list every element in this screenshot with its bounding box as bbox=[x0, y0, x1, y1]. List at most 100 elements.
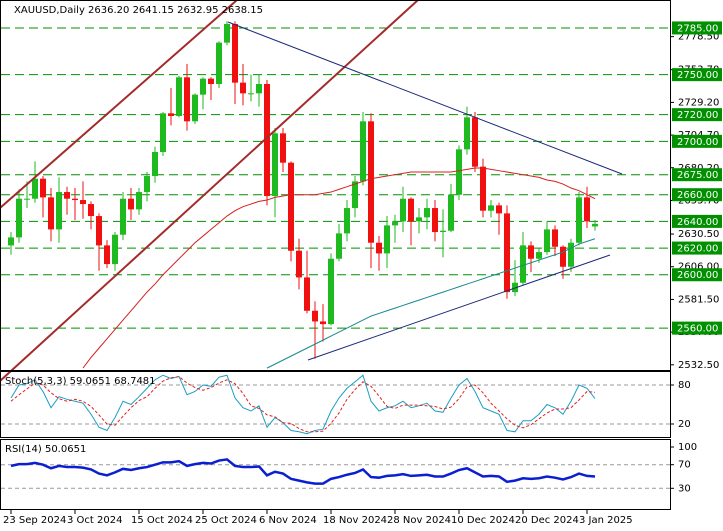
main-frame bbox=[0, 0, 671, 371]
price-level-label: 2720.00 bbox=[677, 110, 718, 121]
candle-body bbox=[136, 192, 142, 210]
x-tick-label: 20 Dec 2024 bbox=[515, 515, 579, 526]
candle-body bbox=[336, 233, 342, 259]
candle-body bbox=[264, 83, 270, 197]
candle-body bbox=[576, 197, 582, 243]
rsi-title: RSI(14) 50.0651 bbox=[5, 444, 86, 455]
candle-body bbox=[96, 216, 102, 246]
candle-body bbox=[432, 208, 438, 233]
main-title: XAUUSD,Daily 2636.20 2641.15 2632.95 263… bbox=[14, 5, 263, 16]
candle-body bbox=[168, 113, 174, 116]
price-level-label: 2675.00 bbox=[677, 170, 718, 181]
price-level-label: 2660.00 bbox=[677, 190, 718, 201]
candle-body bbox=[464, 117, 470, 150]
candle-body bbox=[320, 321, 326, 325]
price-level-box bbox=[672, 108, 722, 122]
x-tick-label: 6 Nov 2024 bbox=[259, 515, 317, 526]
channel-line bbox=[0, 0, 238, 209]
candle-body bbox=[424, 208, 430, 218]
candle-body bbox=[208, 78, 214, 84]
candle-body bbox=[72, 198, 78, 201]
trend-line bbox=[227, 21, 623, 175]
plot-layer: 2778.502753.702729.202704.702680.202655.… bbox=[1, 21, 722, 526]
candle-body bbox=[248, 93, 254, 95]
candle-body bbox=[56, 192, 62, 230]
price-level-label: 2750.00 bbox=[677, 70, 718, 81]
candle-body bbox=[120, 198, 126, 235]
y-tick-label: 100 bbox=[678, 442, 697, 453]
indicator-line bbox=[10, 374, 596, 435]
candle-body bbox=[288, 162, 294, 251]
rsi-frame bbox=[0, 439, 671, 510]
x-tick-label: 10 Dec 2024 bbox=[451, 515, 515, 526]
candle-body bbox=[48, 197, 54, 230]
price-level-box bbox=[672, 134, 722, 148]
stoch-title: Stoch(5,3,3) 59.0651 68.7481 bbox=[5, 376, 156, 387]
x-tick-label: 23 Sep 2024 bbox=[3, 515, 66, 526]
price-level-box bbox=[672, 214, 722, 228]
candle-body bbox=[368, 121, 374, 243]
panel-frames bbox=[0, 0, 671, 510]
candle-body bbox=[24, 198, 30, 200]
candle-body bbox=[568, 242, 574, 267]
x-tick-label: 18 Nov 2024 bbox=[323, 515, 387, 526]
candle-body bbox=[176, 77, 182, 116]
candle-body bbox=[512, 282, 518, 293]
candle-body bbox=[504, 213, 510, 293]
candle-body bbox=[32, 178, 38, 199]
candle-body bbox=[200, 78, 206, 95]
candle-body bbox=[408, 198, 414, 222]
x-tick-label: 3 Jan 2025 bbox=[579, 515, 633, 526]
candle-body bbox=[384, 225, 390, 254]
candle-body bbox=[112, 234, 118, 265]
candle-body bbox=[224, 23, 230, 43]
candle-body bbox=[40, 178, 46, 198]
y-tick-label: 30 bbox=[678, 483, 691, 494]
y-tick-label: 2581.50 bbox=[678, 294, 719, 305]
candle-body bbox=[456, 149, 462, 195]
candle-body bbox=[312, 310, 318, 322]
candle-body bbox=[64, 192, 70, 199]
candle-body bbox=[520, 245, 526, 283]
price-level-label: 2785.00 bbox=[677, 23, 718, 34]
candle-body bbox=[552, 229, 558, 247]
candle-body bbox=[128, 198, 134, 210]
price-level-label: 2560.00 bbox=[677, 324, 718, 335]
candle-body bbox=[480, 166, 486, 211]
price-level-box bbox=[672, 268, 722, 282]
candle-body bbox=[528, 245, 534, 259]
candle-body bbox=[592, 223, 598, 227]
candle-body bbox=[184, 77, 190, 122]
indicator-line bbox=[10, 458, 596, 485]
candle-body bbox=[8, 237, 14, 246]
candle-body bbox=[280, 133, 286, 163]
price-level-box bbox=[672, 21, 722, 35]
candle-body bbox=[344, 208, 350, 234]
y-tick-label: 2532.50 bbox=[678, 360, 719, 371]
y-tick-label: 70 bbox=[678, 460, 691, 471]
candle-body bbox=[160, 113, 166, 153]
candle-body bbox=[400, 198, 406, 222]
y-tick-label: 20 bbox=[678, 419, 691, 430]
trend-line bbox=[307, 254, 611, 361]
y-tick-label: 2606.00 bbox=[678, 262, 719, 273]
candle-body bbox=[216, 42, 222, 84]
stoch-frame bbox=[0, 371, 671, 438]
candle-body bbox=[16, 198, 22, 238]
candle-body bbox=[416, 217, 422, 222]
candle-body bbox=[360, 121, 366, 182]
candle-body bbox=[584, 197, 590, 222]
price-level-box bbox=[672, 241, 722, 255]
candle-body bbox=[536, 252, 542, 259]
candle-body bbox=[104, 245, 110, 265]
x-tick-label: 25 Oct 2024 bbox=[195, 515, 257, 526]
candle-body bbox=[328, 258, 334, 325]
price-level-label: 2620.00 bbox=[677, 244, 718, 255]
candle-body bbox=[448, 194, 454, 231]
candle-body bbox=[488, 205, 494, 211]
price-level-box bbox=[672, 321, 722, 335]
y-tick-label: 2630.50 bbox=[678, 229, 719, 240]
candle-body bbox=[296, 250, 302, 278]
